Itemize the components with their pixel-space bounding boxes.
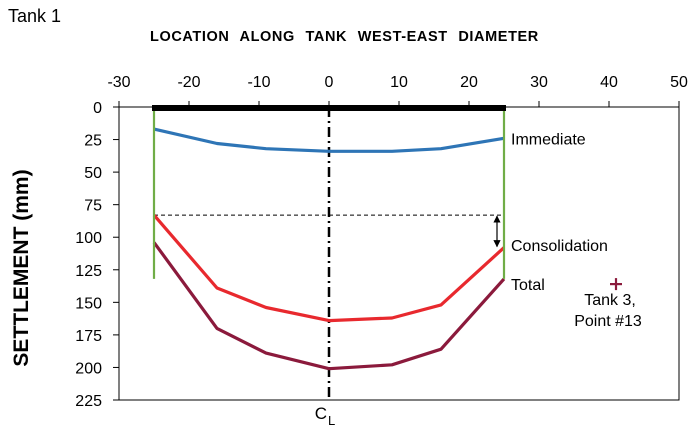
x-tick-label: 0 xyxy=(325,74,334,91)
centerline-label: C xyxy=(315,404,327,423)
y-tick-label: 225 xyxy=(75,393,102,410)
x-tick-label: -20 xyxy=(177,74,200,91)
plot-area: -30 -20 -10 0 10 20 30 40 50 0 25 50 75 100 125 150 175 2… xyxy=(75,74,688,428)
label-immediate: Immediate xyxy=(511,131,586,148)
point-label-line1: Tank 3, xyxy=(584,292,636,309)
label-consolidation: Consolidation xyxy=(511,238,608,255)
label-total: Total xyxy=(511,277,545,294)
x-tick-label: -30 xyxy=(107,74,130,91)
y-tick-label: 0 xyxy=(93,100,102,117)
x-tick-label: 50 xyxy=(670,74,688,91)
x-tick-label: 30 xyxy=(530,74,548,91)
series-line-total xyxy=(152,241,506,371)
series-line-immediate xyxy=(153,127,505,153)
y-tick-label: 175 xyxy=(75,328,102,345)
x-tick-label: 40 xyxy=(600,74,618,91)
tank-label: Tank 1 xyxy=(8,6,62,26)
y-tick-label: 50 xyxy=(84,165,102,182)
point-label-line2: Point #13 xyxy=(574,313,642,330)
y-tick-label: 150 xyxy=(75,295,102,312)
series-line-consolidation xyxy=(152,214,506,323)
centerline-label-subscript: L xyxy=(328,413,335,428)
y-tick-label: 200 xyxy=(75,360,102,377)
chart-title: LOCATION ALONG TANK WEST-EAST DIAMETER xyxy=(150,29,539,45)
x-tick-label: -10 xyxy=(247,74,270,91)
y-tick-label: 100 xyxy=(75,230,102,247)
x-tick-label: 20 xyxy=(460,74,478,91)
y-tick-label: 25 xyxy=(84,133,102,150)
y-tick-label: 125 xyxy=(75,263,102,280)
y-tick-label: 75 xyxy=(84,198,102,215)
x-tick-label: 10 xyxy=(390,74,408,91)
